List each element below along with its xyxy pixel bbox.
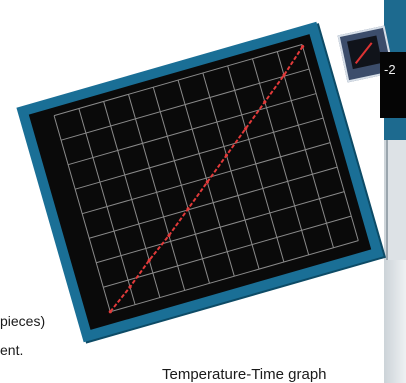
data-point xyxy=(301,44,305,49)
grid-line-horizontal xyxy=(110,240,359,313)
grid-line-horizontal xyxy=(103,215,352,288)
grid-line-horizontal xyxy=(67,93,317,166)
data-point xyxy=(244,127,248,131)
grid-line-horizontal xyxy=(75,117,324,190)
grid-line-horizontal xyxy=(53,44,303,117)
data-point xyxy=(128,285,132,289)
grid-line-horizontal xyxy=(89,166,338,239)
data-point xyxy=(147,258,151,262)
data-point xyxy=(282,73,286,77)
plot-svg xyxy=(53,44,359,314)
value-readout: -2 xyxy=(380,52,406,118)
data-point xyxy=(167,233,171,238)
side-text-line-2: ent. xyxy=(0,342,24,358)
data-point xyxy=(205,180,209,184)
graph-caption: Temperature-Time graph xyxy=(162,366,327,383)
mini-plot xyxy=(347,35,383,70)
data-point xyxy=(186,207,190,211)
temperature-time-graph xyxy=(16,21,384,343)
grid-line-horizontal xyxy=(60,68,310,141)
side-text-line-1: pieces) xyxy=(0,313,46,329)
data-point xyxy=(108,310,112,314)
grid-line-horizontal xyxy=(96,191,345,264)
readout-value: -2 xyxy=(384,62,396,77)
grid-line-horizontal xyxy=(82,142,331,215)
data-point xyxy=(224,153,229,157)
side-control-panel xyxy=(386,140,406,260)
data-point xyxy=(263,100,267,104)
